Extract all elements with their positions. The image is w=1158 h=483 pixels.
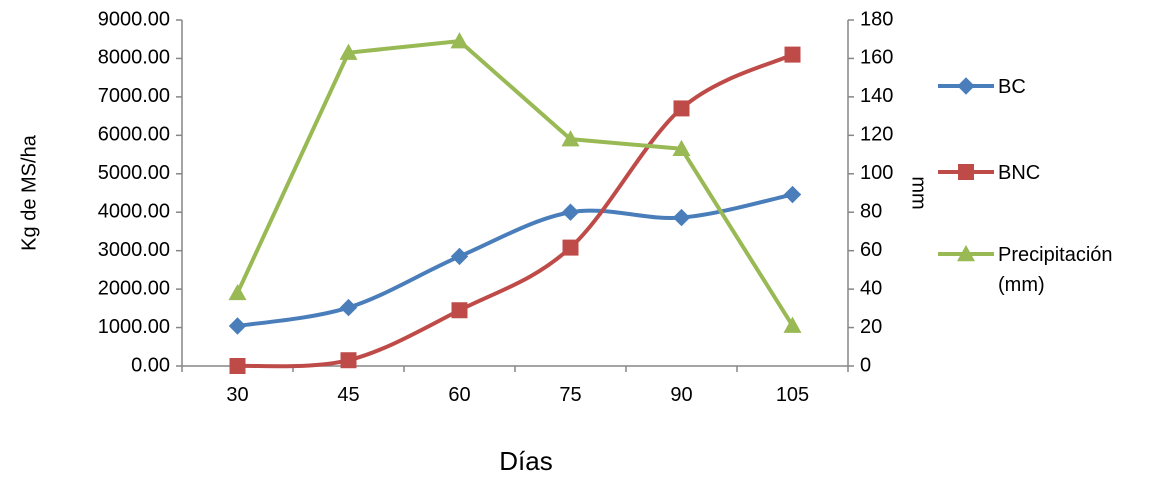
data-point-bc	[450, 247, 469, 266]
data-point-bc	[228, 317, 247, 335]
data-point-precipitaci-n-mm	[783, 316, 802, 333]
right-tick-label: 140	[860, 85, 893, 107]
series-line-bc	[237, 192, 793, 328]
right-tick-label: 100	[860, 162, 893, 184]
x-tick-label: 105	[776, 384, 809, 406]
right-tick-label: 160	[860, 47, 893, 69]
data-point-bnc	[229, 358, 246, 374]
legend-swatch-marker	[958, 164, 974, 180]
data-point-precipitaci-n-mm	[450, 32, 469, 49]
series-line-precipitaci-n-mm	[235, 39, 795, 327]
right-tick-label: 180	[860, 8, 893, 30]
data-point-precipitaci-n-mm	[339, 43, 358, 60]
x-axis-title: Días	[499, 446, 552, 476]
right-tick-label: 20	[860, 316, 882, 338]
data-point-precipitaci-n-mm	[561, 130, 580, 147]
left-axis-ticks: 0.00 1000.00 2000.00 3000.00 4000.00 5000.00 6…	[98, 8, 182, 376]
data-point-bnc	[673, 100, 690, 117]
data-point-bc	[339, 298, 358, 317]
x-tick-label: 75	[559, 384, 581, 406]
data-point-precipitaci-n-mm	[672, 139, 691, 156]
left-tick-label: 8000.00	[98, 47, 170, 69]
x-tick-label: 90	[670, 384, 692, 406]
legend-swatch-marker	[957, 77, 975, 95]
right-tick-label: 120	[860, 124, 893, 146]
series-layer	[228, 32, 802, 374]
series-line-bnc	[237, 52, 794, 369]
y2-axis-title: mm	[908, 176, 930, 209]
left-tick-label: 4000.00	[98, 201, 170, 223]
left-tick-label: 9000.00	[98, 8, 170, 30]
legend-item-bc: BC	[938, 76, 1026, 98]
data-point-bnc	[340, 352, 357, 369]
x-tick-label: 45	[337, 384, 359, 406]
legend-swatch-marker	[957, 245, 975, 262]
legend-label: BNC	[998, 162, 1040, 184]
data-point-bc	[783, 185, 802, 204]
series-bc	[228, 185, 802, 335]
data-point-bnc	[562, 239, 579, 256]
legend: BC BNC Precipitación (mm)	[938, 76, 1113, 296]
legend-item-precipitaci-n-mm: Precipitación (mm)	[938, 244, 1113, 296]
data-point-bc	[672, 208, 691, 227]
left-tick-label: 1000.00	[98, 316, 170, 338]
x-axis-ticks: 30 45 60 75 90 105	[181, 366, 849, 406]
left-tick-label: 2000.00	[98, 277, 170, 299]
series-bnc	[229, 46, 801, 374]
data-point-bnc	[784, 46, 801, 63]
y-axis-title: Kg de MS/ha	[18, 134, 40, 251]
data-point-bnc	[451, 302, 468, 319]
left-tick-label: 0.00	[131, 354, 170, 376]
right-tick-label: 0	[860, 354, 871, 376]
x-tick-label: 60	[448, 384, 470, 406]
right-tick-label: 80	[860, 201, 882, 223]
right-tick-label: 60	[860, 239, 882, 261]
left-tick-label: 6000.00	[98, 124, 170, 146]
x-tick-label: 30	[226, 384, 248, 406]
legend-item-bnc: BNC	[938, 162, 1040, 184]
legend-label: (mm)	[998, 274, 1045, 296]
left-tick-label: 5000.00	[98, 162, 170, 184]
left-tick-label: 3000.00	[98, 239, 170, 261]
right-axis-ticks: 0 20 40 60 80 100 120 140 160 180	[848, 8, 893, 376]
data-point-bc	[561, 203, 580, 221]
right-tick-label: 40	[860, 277, 882, 299]
legend-label: Precipitación	[998, 244, 1113, 266]
data-point-precipitaci-n-mm	[228, 283, 247, 301]
left-tick-label: 7000.00	[98, 85, 170, 107]
series-precipitaci-n-mm	[228, 32, 802, 333]
legend-label: BC	[998, 76, 1026, 98]
